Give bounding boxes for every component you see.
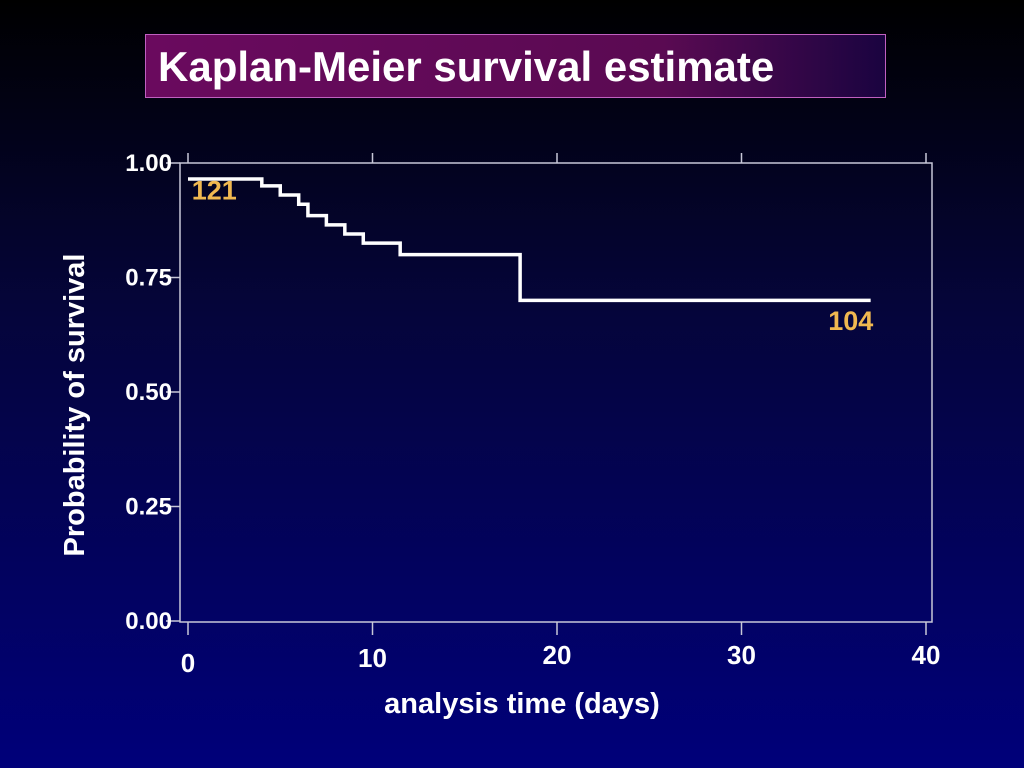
- y-axis: 0.00 0.25 0.50 0.75 1.00: [125, 150, 180, 635]
- y-tick-label: 0.25: [125, 494, 172, 521]
- x-tick-label: 40: [912, 640, 941, 670]
- x-axis-label: analysis time (days): [384, 688, 660, 720]
- y-tick-label: 0.00: [125, 608, 172, 635]
- y-axis-label: Probability of survival: [59, 254, 91, 557]
- x-tick-label: 0: [181, 648, 195, 678]
- y-tick-label: 1.00: [125, 150, 172, 177]
- series-group: [188, 177, 871, 303]
- survival-curve: [188, 177, 871, 303]
- y-tick-label: 0.75: [125, 265, 172, 292]
- annotations-group: 121 104: [192, 176, 874, 337]
- x-tick-label: 20: [543, 640, 572, 670]
- x-tick-label: 10: [358, 643, 387, 673]
- y-tick-label: 0.50: [125, 379, 172, 406]
- x-tick-label: 30: [727, 640, 756, 670]
- plot-frame: [179, 162, 933, 623]
- chart-title-box: Kaplan-Meier survival estimate: [145, 34, 886, 98]
- chart-title: Kaplan-Meier survival estimate: [158, 43, 775, 90]
- x-axis: 0 10 20 30 40: [181, 153, 941, 678]
- annotation-label: 104: [828, 306, 873, 336]
- annotation-label: 121: [192, 176, 237, 206]
